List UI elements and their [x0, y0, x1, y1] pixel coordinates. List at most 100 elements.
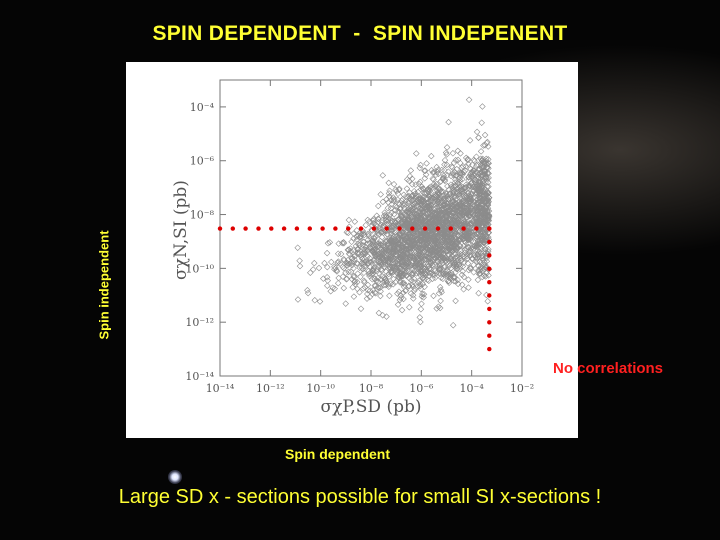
scatter-point [482, 273, 489, 280]
scatter-point [409, 259, 416, 266]
scatter-point [474, 250, 482, 257]
scatter-point [464, 250, 472, 257]
scatter-point [390, 196, 398, 203]
y-tick-label: 10⁻¹⁴ [185, 370, 214, 383]
scatter-point [315, 264, 323, 272]
scatter-point [385, 214, 392, 222]
scatter-point [433, 232, 440, 240]
scatter-point [395, 288, 403, 295]
scatter-point [434, 253, 441, 261]
scatter-point [432, 202, 439, 210]
scatter-point [467, 173, 475, 180]
scatter-point [471, 242, 479, 250]
scatter-point [467, 220, 475, 227]
scatter-point [464, 220, 471, 227]
scatter-point [345, 246, 352, 253]
scatter-point [417, 215, 424, 223]
scatter-point [397, 278, 404, 285]
scatter-point [425, 272, 432, 280]
scatter-point [348, 275, 356, 283]
scatter-point [420, 185, 427, 193]
scatter-point [403, 185, 411, 192]
scatter-point [457, 218, 465, 225]
scatter-point [449, 216, 457, 223]
guide-dot [320, 226, 325, 231]
scatter-point [463, 210, 471, 217]
scatter-point [343, 259, 350, 266]
scatter-point [387, 230, 395, 238]
scatter-point [407, 240, 415, 247]
scatter-point [422, 255, 430, 263]
scatter-point [356, 264, 363, 271]
scatter-point [474, 251, 481, 258]
scatter-point [409, 181, 416, 188]
scatter-point [357, 305, 365, 312]
scatter-point [465, 284, 472, 291]
scatter-point [457, 242, 464, 250]
scatter-point [408, 270, 416, 278]
scatter-point [345, 268, 352, 276]
scatter-point [360, 269, 368, 277]
scatter-point [381, 259, 389, 266]
scatter-point [447, 243, 455, 251]
scatter-point [379, 273, 386, 280]
scatter-point [444, 195, 452, 203]
scatter-point [385, 179, 392, 187]
scatter-point [470, 269, 477, 276]
scatter-point [406, 233, 414, 240]
scatter-point [427, 196, 435, 204]
scatter-point [323, 249, 331, 257]
scatter-point [465, 266, 472, 274]
guide-dot [487, 280, 492, 285]
scatter-point [362, 221, 370, 229]
scatter-point [411, 252, 418, 260]
scatter-point [439, 188, 447, 196]
scatter-point [405, 177, 413, 185]
scatter-point [411, 263, 418, 270]
scatter-point [485, 207, 493, 215]
scatter-point [294, 244, 301, 251]
scatter-point [473, 153, 480, 160]
y-tick-label: 10⁻¹² [185, 316, 214, 329]
scatter-point [481, 131, 489, 139]
scatter-point [441, 166, 448, 174]
scatter-point [340, 239, 348, 247]
scatter-point [440, 250, 447, 258]
scatter-point [365, 267, 373, 275]
scatter-point [432, 229, 440, 236]
scatter-point [434, 235, 441, 243]
scatter-point [351, 253, 358, 260]
scatter-point [441, 177, 449, 185]
scatter-point [465, 228, 473, 235]
scatter-point [442, 268, 450, 276]
scatter-point [443, 144, 451, 151]
scatter-point [378, 217, 386, 224]
scatter-point [375, 309, 383, 317]
scatter-point [452, 225, 460, 233]
scatter-point [453, 210, 461, 218]
scatter-point [484, 138, 491, 146]
scatter-point [369, 237, 377, 245]
scatter-point [427, 256, 434, 263]
scatter-point [379, 311, 386, 319]
scatter-point [426, 202, 433, 209]
scatter-point [465, 239, 472, 247]
scatter-point [324, 263, 331, 271]
scatter-point [323, 274, 331, 281]
guides-layer [217, 226, 492, 352]
scatter-point [448, 163, 455, 170]
scatter-point [430, 271, 437, 278]
x-tick-label: 10⁻⁴ [460, 382, 485, 395]
guide-dot [217, 226, 223, 231]
scatter-point [370, 219, 377, 227]
scatter-point [480, 167, 488, 174]
scatter-point [410, 275, 418, 283]
scatter-point [398, 306, 406, 314]
scatter-point [380, 212, 388, 220]
spin-independent-label: Spin independent [96, 230, 112, 340]
scatter-point [476, 257, 484, 265]
scatter-point [386, 193, 393, 200]
no-correlations-callout: No correlations [553, 360, 664, 377]
scatter-point [383, 230, 391, 238]
scatter-point [394, 290, 401, 297]
